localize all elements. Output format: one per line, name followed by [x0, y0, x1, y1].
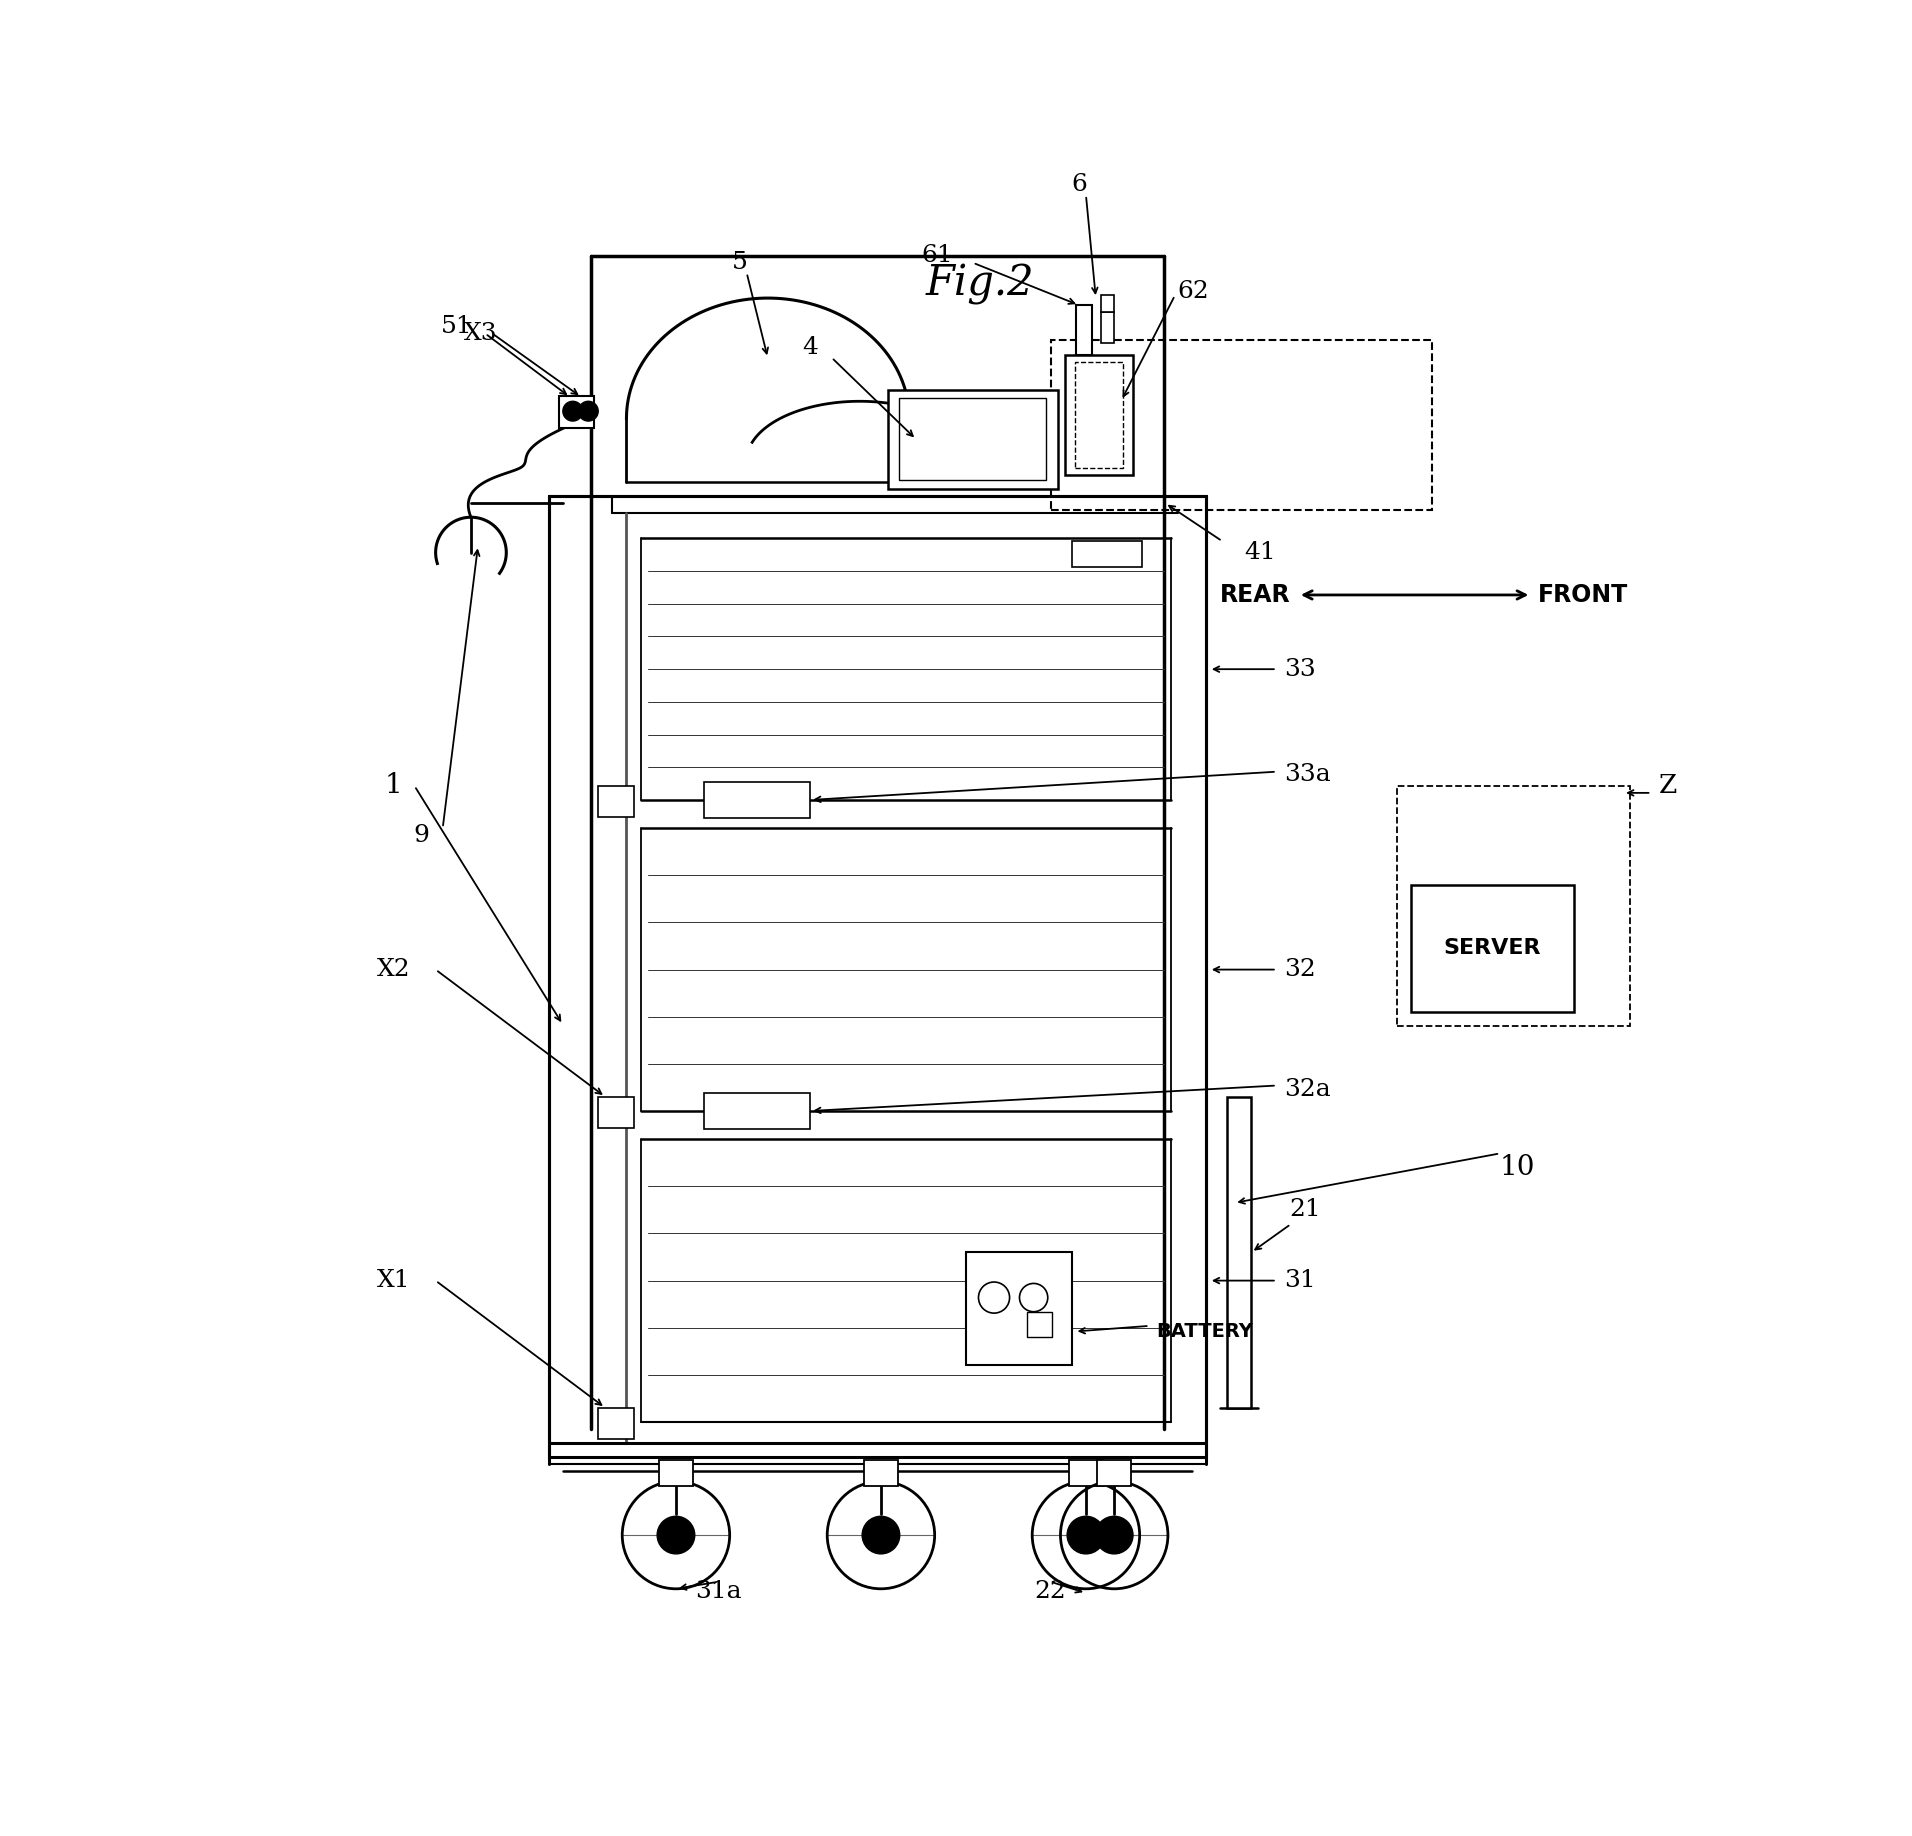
Bar [558, 395, 595, 428]
Bar [887, 389, 1057, 488]
Text: X1: X1 [377, 1269, 409, 1293]
Bar [1411, 885, 1574, 1012]
Text: 22: 22 [1034, 1581, 1067, 1603]
Text: FRONT: FRONT [1539, 584, 1629, 608]
Bar [1027, 1311, 1052, 1337]
Bar [704, 782, 811, 817]
Bar [598, 786, 633, 817]
Circle shape [1067, 1517, 1105, 1553]
Text: 10: 10 [1499, 1155, 1535, 1181]
Bar [1069, 1460, 1103, 1485]
Text: 41: 41 [1245, 542, 1277, 564]
Text: 9: 9 [413, 824, 430, 846]
Text: SERVER: SERVER [1444, 938, 1541, 958]
Bar [966, 1252, 1073, 1366]
Text: REAR: REAR [1220, 584, 1291, 608]
Circle shape [658, 1517, 694, 1553]
Bar [1228, 1096, 1250, 1408]
Text: X3: X3 [465, 321, 497, 345]
Bar [1050, 340, 1432, 510]
Bar [899, 398, 1046, 481]
Text: X2: X2 [377, 958, 409, 980]
Circle shape [1096, 1517, 1134, 1553]
Circle shape [579, 402, 598, 420]
Bar [1075, 362, 1122, 468]
Text: 21: 21 [1289, 1199, 1321, 1221]
Bar [598, 1408, 633, 1439]
Text: 4: 4 [803, 336, 818, 360]
Text: BATTERY: BATTERY [1157, 1322, 1254, 1340]
Bar [704, 1092, 811, 1129]
Bar [598, 1096, 633, 1127]
Bar [1101, 312, 1115, 343]
Text: 51: 51 [442, 314, 472, 338]
Text: 61: 61 [922, 244, 954, 268]
Text: 33: 33 [1283, 657, 1315, 681]
Text: 31a: 31a [696, 1581, 742, 1603]
Text: 32: 32 [1283, 958, 1315, 980]
Bar [1076, 305, 1092, 354]
Bar [1073, 542, 1143, 567]
Text: Z: Z [1658, 773, 1677, 799]
Circle shape [862, 1517, 901, 1553]
Bar [1398, 786, 1631, 1026]
Text: Fig.2: Fig.2 [925, 263, 1034, 305]
Bar [549, 496, 1206, 1458]
Bar [660, 1460, 692, 1485]
Text: 1: 1 [384, 773, 402, 799]
Text: 33a: 33a [1283, 764, 1331, 786]
Text: 31: 31 [1283, 1269, 1315, 1293]
Text: 6: 6 [1071, 173, 1086, 196]
Bar [864, 1460, 899, 1485]
Bar [1065, 354, 1132, 476]
Text: 32a: 32a [1283, 1078, 1331, 1102]
Bar [1101, 296, 1115, 312]
Text: 62: 62 [1178, 279, 1210, 303]
Circle shape [562, 402, 583, 420]
Bar [1097, 1460, 1132, 1485]
Text: 5: 5 [732, 252, 748, 274]
